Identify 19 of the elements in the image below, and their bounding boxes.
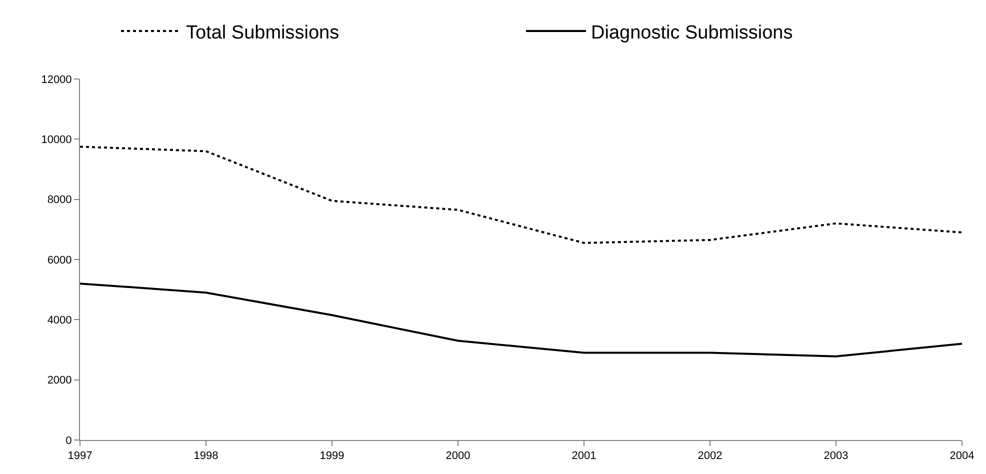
x-tick-label: 1999: [320, 450, 344, 462]
x-tick-label: 2002: [698, 450, 722, 462]
legend-label: Diagnostic Submissions: [591, 22, 793, 44]
x-tick-label: 1997: [68, 450, 92, 462]
line-series: [80, 146, 962, 244]
y-tick-label: 6000: [47, 254, 72, 266]
y-tick-label: 10000: [41, 134, 72, 146]
line-series: [80, 282, 962, 358]
x-tick-label: 2000: [446, 450, 470, 462]
legend-label: Total Submissions: [186, 22, 340, 44]
x-tick-label: 1998: [194, 450, 218, 462]
y-tick-label: 0: [66, 434, 72, 447]
x-tick-label: 2001: [572, 450, 596, 462]
x-tick-label: 2003: [824, 450, 848, 462]
x-tick-label: 2004: [950, 450, 974, 462]
y-tick-label: 4000: [47, 314, 72, 327]
y-tick-label: 12000: [41, 74, 72, 86]
y-tick-label: 2000: [47, 374, 72, 387]
y-tick-label: 8000: [47, 194, 72, 206]
